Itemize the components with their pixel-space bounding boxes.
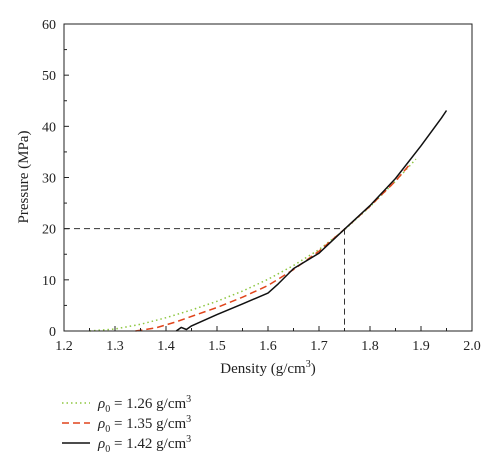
series-line-1 bbox=[89, 158, 417, 332]
x-tick-label: 1.5 bbox=[208, 339, 226, 354]
y-tick-label: 30 bbox=[42, 172, 56, 187]
legend-label: ρ0 = 1.35 g/cm3 bbox=[97, 414, 191, 435]
x-tick-label: 1.2 bbox=[55, 339, 73, 354]
legend-item-1126: ρ0 = 1.26 g/cm3 bbox=[62, 394, 191, 415]
y-tick-label: 0 bbox=[49, 325, 56, 340]
legend-label: ρ0 = 1.26 g/cm3 bbox=[97, 394, 191, 415]
x-tick-label: 1.9 bbox=[412, 339, 430, 354]
plot-area bbox=[64, 110, 448, 332]
x-tick-label: 1.7 bbox=[310, 339, 328, 354]
plot-frame bbox=[63, 23, 473, 332]
y-tick-label: 40 bbox=[42, 120, 56, 135]
legend: ρ0 = 1.26 g/cm3 ρ0 = 1.35 g/cm3 ρ0 = 1.4… bbox=[62, 394, 191, 455]
x-tick-label: 1.8 bbox=[361, 339, 379, 354]
axes: 1.2 1.3 1.4 1.5 1.6 1.7 1.8 1.9 2.0 0 10 20 30 40 50 60 bbox=[42, 18, 481, 354]
y-axis-title: Pressure (MPa) bbox=[16, 131, 32, 224]
y-tick-label: 10 bbox=[42, 274, 56, 289]
y-tick-label: 50 bbox=[42, 69, 56, 84]
series-line-3 bbox=[175, 110, 448, 332]
y-tick-label: 60 bbox=[42, 18, 56, 33]
x-tick-label: 1.4 bbox=[157, 339, 175, 354]
legend-item-142: ρ0 = 1.42 g/cm3 bbox=[62, 434, 191, 455]
x-tick-label: 1.6 bbox=[259, 339, 277, 354]
x-axis-title: Density (g/cm3) bbox=[220, 359, 315, 377]
y-tick-label: 20 bbox=[42, 223, 56, 238]
x-tick-label: 1.3 bbox=[106, 339, 124, 354]
x-tick-label: 2.0 bbox=[463, 339, 481, 354]
legend-label: ρ0 = 1.42 g/cm3 bbox=[97, 434, 191, 455]
series-line-2 bbox=[135, 162, 412, 332]
legend-item-135: ρ0 = 1.35 g/cm3 bbox=[62, 414, 191, 435]
